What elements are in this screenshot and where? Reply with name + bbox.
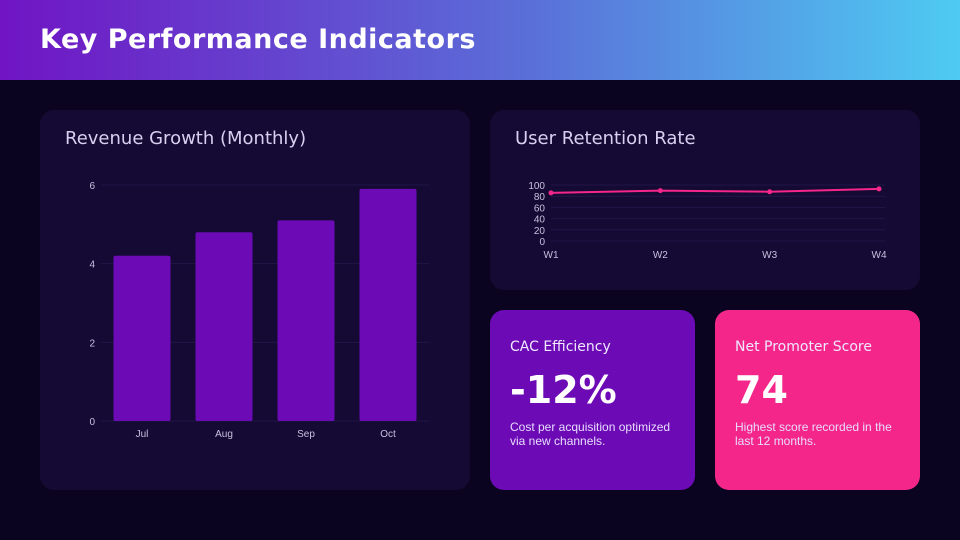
y-tick-label: 80 <box>534 192 546 203</box>
nps-card: Net Promoter Score 74 Highest score reco… <box>715 310 920 490</box>
y-tick-label: 0 <box>539 237 545 248</box>
y-tick-label: 100 <box>528 181 545 192</box>
retention-line <box>550 187 880 194</box>
x-tick-label: W1 <box>544 250 559 261</box>
y-tick-label: 60 <box>534 203 546 214</box>
x-tick-label: W3 <box>762 250 777 261</box>
revenue-title: Revenue Growth (Monthly) <box>65 128 307 149</box>
x-tick-label: Oct <box>380 429 396 440</box>
revenue-card: Revenue Growth (Monthly) 0 2 4 6 Jul Aug Sep Oc… <box>40 110 470 490</box>
cac-card: CAC Efficiency -12% Cost per acquisition… <box>490 310 695 490</box>
nps-value: 74 <box>735 368 788 412</box>
bar-jul <box>113 255 171 421</box>
nps-title: Net Promoter Score <box>735 339 872 355</box>
cac-value: -12% <box>510 368 617 412</box>
data-point-w3 <box>767 189 773 195</box>
data-point-w1 <box>548 190 554 196</box>
x-tick-label: W2 <box>653 250 668 261</box>
bar-aug <box>195 232 253 421</box>
y-tick-label: 2 <box>89 338 95 349</box>
data-point-w4 <box>876 186 882 192</box>
y-tick-label: 40 <box>534 215 546 226</box>
data-point-w2 <box>657 188 663 194</box>
y-tick-label: 0 <box>89 417 95 428</box>
retention-title: User Retention Rate <box>515 128 696 149</box>
y-tick-label: 4 <box>89 260 95 271</box>
page-title: Key Performance Indicators <box>40 24 476 55</box>
revenue-bar-chart: 0 2 4 6 Jul Aug Sep Oct <box>89 181 429 440</box>
y-tick-label: 20 <box>534 226 546 237</box>
bar-oct <box>359 188 417 421</box>
cac-description: Cost per acquisition optimized via new c… <box>510 420 671 448</box>
x-tick-label: W4 <box>872 250 887 261</box>
y-tick-label: 6 <box>89 181 95 192</box>
x-tick-label: Jul <box>136 429 149 440</box>
retention-card: User Retention Rate 0 20 40 60 80 100 W1 W2 W3 W4 <box>490 110 920 290</box>
nps-description: Highest score recorded in the last 12 mo… <box>735 420 892 448</box>
bar-sep <box>277 220 335 421</box>
cac-title: CAC Efficiency <box>510 339 611 355</box>
x-tick-label: Aug <box>215 429 233 440</box>
x-tick-label: Sep <box>297 429 315 440</box>
header-banner: Key Performance Indicators <box>0 0 960 80</box>
